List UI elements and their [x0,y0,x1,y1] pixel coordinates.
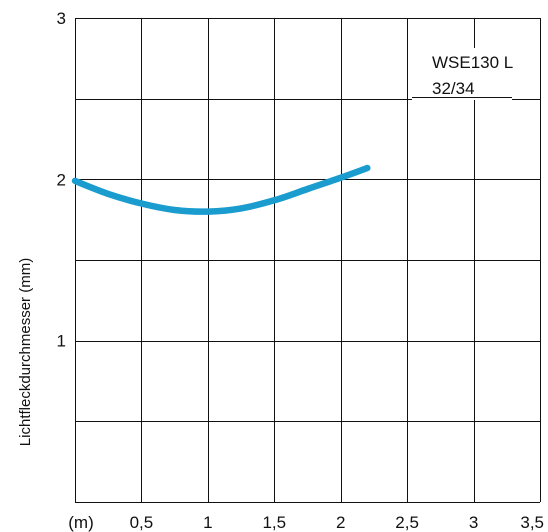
x-tick-label: 2 [336,513,345,532]
x-tick-label: (m) [68,513,93,532]
annotation-line-2: 32/34 [432,79,475,98]
series-group [71,164,371,215]
annotation: WSE130 L 32/34 [412,48,513,100]
y-axis-label: Lichtfleckdurchmesser (mm) [17,258,34,446]
x-tick-label: 3,5 [520,513,544,532]
x-tick-label: 3 [469,513,478,532]
y-tick-label: 2 [57,170,66,189]
series-line [71,164,371,215]
annotation-line-1: WSE130 L [432,53,513,72]
y-tick-label: 3 [57,9,66,28]
y-tick-labels: 1 2 3 [57,9,66,351]
x-tick-label: 1 [203,513,212,532]
x-tick-label: 0,5 [130,513,154,532]
x-tick-label: 2,5 [395,513,419,532]
y-tick-label: 1 [57,332,66,351]
annotation-background [412,48,512,100]
x-tick-labels: (m) 0,5 1 1,5 2 2,5 3 3,5 [68,513,544,532]
x-tick-label: 1,5 [262,513,286,532]
